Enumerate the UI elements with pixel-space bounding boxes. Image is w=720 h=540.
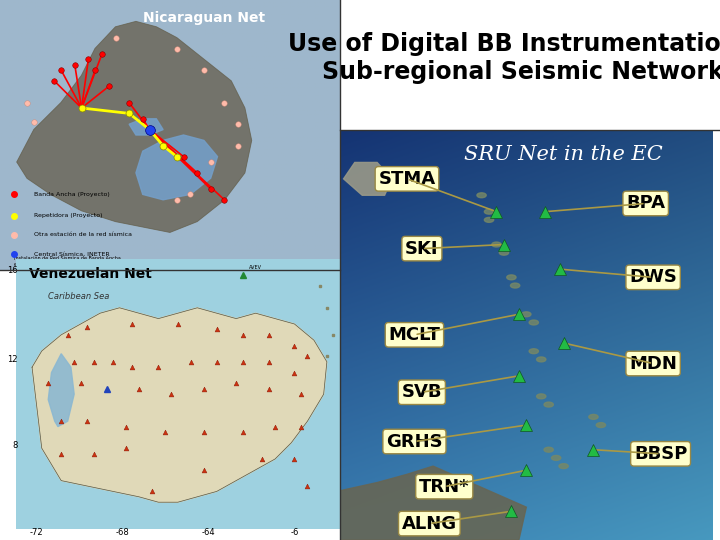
Text: 16: 16 bbox=[6, 266, 17, 275]
Ellipse shape bbox=[485, 218, 494, 222]
Polygon shape bbox=[48, 354, 74, 427]
Polygon shape bbox=[129, 119, 163, 135]
Text: 8: 8 bbox=[12, 441, 17, 450]
Text: Caribbean Sea: Caribbean Sea bbox=[48, 292, 109, 301]
Text: BPA: BPA bbox=[626, 194, 665, 212]
Text: Nicaraguan Net: Nicaraguan Net bbox=[143, 11, 265, 25]
Ellipse shape bbox=[499, 250, 508, 255]
Text: GRHS: GRHS bbox=[386, 433, 443, 450]
Text: -68: -68 bbox=[115, 528, 130, 537]
Text: ALNG: ALNG bbox=[402, 515, 457, 532]
Text: Instalación de Red Sísmica de Banda Ancha
en los Volcanes Activos de Nicaragua: Instalación de Red Sísmica de Banda Anch… bbox=[14, 256, 120, 267]
Ellipse shape bbox=[536, 357, 546, 362]
Text: SVB: SVB bbox=[402, 383, 442, 401]
Ellipse shape bbox=[552, 455, 561, 461]
Text: SKI: SKI bbox=[405, 240, 438, 258]
Text: BBSP: BBSP bbox=[634, 445, 688, 463]
Ellipse shape bbox=[522, 312, 531, 317]
Text: Otra estación de la red sísmica: Otra estación de la red sísmica bbox=[34, 232, 132, 238]
Ellipse shape bbox=[529, 349, 539, 354]
Text: Venezuelan Net: Venezuelan Net bbox=[29, 267, 152, 281]
Text: -72: -72 bbox=[30, 528, 42, 537]
Text: TRN*: TRN* bbox=[419, 478, 469, 496]
Ellipse shape bbox=[477, 193, 486, 198]
Text: MCLT: MCLT bbox=[389, 326, 441, 344]
Ellipse shape bbox=[510, 283, 520, 288]
Text: 12: 12 bbox=[6, 355, 17, 364]
Ellipse shape bbox=[589, 414, 598, 420]
Ellipse shape bbox=[529, 320, 539, 325]
Polygon shape bbox=[340, 466, 526, 540]
Text: AVEV: AVEV bbox=[249, 265, 262, 270]
Ellipse shape bbox=[559, 464, 568, 469]
Text: MDN: MDN bbox=[629, 355, 677, 373]
Text: SRU Net in the EC: SRU Net in the EC bbox=[464, 145, 663, 164]
Polygon shape bbox=[32, 308, 327, 502]
Ellipse shape bbox=[536, 394, 546, 399]
Text: Central Sísmica, INETER: Central Sísmica, INETER bbox=[34, 251, 109, 256]
Polygon shape bbox=[17, 22, 251, 232]
Polygon shape bbox=[136, 135, 217, 200]
Ellipse shape bbox=[492, 242, 501, 247]
Ellipse shape bbox=[507, 275, 516, 280]
Text: STMA: STMA bbox=[379, 170, 436, 188]
Ellipse shape bbox=[596, 423, 606, 428]
Polygon shape bbox=[343, 163, 392, 195]
Text: Repetidora (Proyecto): Repetidora (Proyecto) bbox=[34, 213, 102, 219]
Text: Banda Ancha (Proyecto): Banda Ancha (Proyecto) bbox=[34, 192, 109, 197]
Text: -64: -64 bbox=[202, 528, 215, 537]
Text: Use of Digital BB Instrumentation in
Sub-regional Seismic Networks: Use of Digital BB Instrumentation in Sub… bbox=[289, 32, 720, 84]
Text: -6: -6 bbox=[291, 528, 300, 537]
Text: DWS: DWS bbox=[629, 268, 677, 286]
Ellipse shape bbox=[485, 209, 494, 214]
Ellipse shape bbox=[544, 447, 554, 452]
Ellipse shape bbox=[544, 402, 554, 407]
